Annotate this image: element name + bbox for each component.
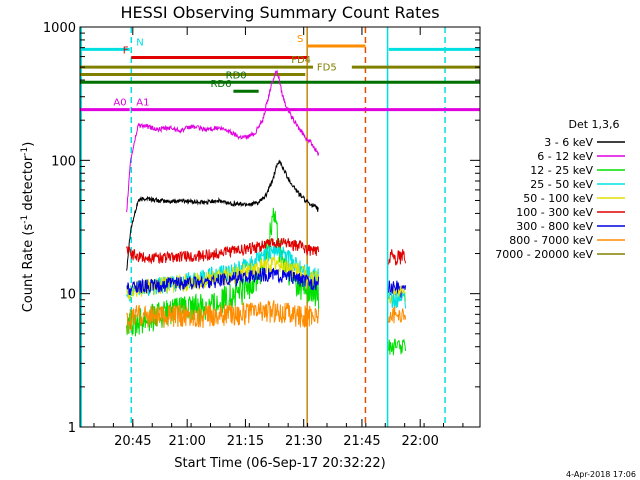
y-axis-label: Count Rate (s-1 detector-1) bbox=[20, 142, 36, 313]
mode-label-f: F bbox=[123, 46, 129, 57]
x-tick-label-0: 20:45 bbox=[114, 434, 151, 449]
x-tick-label-2: 21:15 bbox=[227, 434, 264, 449]
post-gap-line-3 bbox=[388, 291, 407, 309]
mode-label-rd0: RD0 bbox=[226, 70, 247, 81]
post-gap-line-1 bbox=[388, 280, 407, 299]
legend-label-6: 300 - 800 keV bbox=[516, 220, 593, 233]
x-axis-label: Start Time (06-Sep-17 20:32:22) bbox=[174, 456, 385, 471]
series-lines bbox=[126, 69, 407, 356]
legend-title: Det 1,3,6 bbox=[568, 118, 619, 131]
mode-label-rd6: RD6 bbox=[210, 79, 231, 90]
legend-label-8: 7000 - 20000 keV bbox=[495, 248, 593, 261]
y-tick-label-3: 1000 bbox=[43, 21, 76, 36]
y-tick-label-1: 10 bbox=[59, 288, 76, 303]
x-tick-label-1: 21:00 bbox=[168, 434, 205, 449]
legend-label-5: 100 - 300 keV bbox=[516, 206, 593, 219]
generated-timestamp: 4-Apr-2018 17:06 bbox=[566, 470, 636, 479]
mode-label-fd4: FD4 bbox=[291, 55, 311, 66]
x-axis: 20:45 21:00 21:15 21:30 21:45 22:00 bbox=[93, 27, 464, 449]
series-line-0 bbox=[126, 159, 320, 271]
x-tick-label-3: 21:30 bbox=[285, 434, 322, 449]
y-tick-label-0: 1 bbox=[68, 421, 76, 436]
post-gap-line-5 bbox=[388, 338, 407, 356]
y-tick-label-2: 100 bbox=[51, 154, 76, 169]
post-gap-line-4 bbox=[388, 306, 407, 324]
series-line-6 bbox=[126, 267, 320, 296]
mode-label-a1: A1 bbox=[136, 98, 149, 109]
mode-label-n: N bbox=[136, 37, 143, 48]
plot-frame bbox=[79, 26, 481, 428]
x-tick-label-5: 22:00 bbox=[401, 434, 438, 449]
mode-label-a0: A0 bbox=[113, 98, 126, 109]
legend-label-2: 12 - 25 keV bbox=[530, 164, 593, 177]
series-line-5 bbox=[126, 237, 320, 265]
legend-label-1: 6 - 12 keV bbox=[537, 150, 593, 163]
legend-label-3: 25 - 50 keV bbox=[530, 178, 593, 191]
y-axis: 1 10 100 1000 bbox=[43, 21, 480, 436]
legend-label-7: 800 - 7000 keV bbox=[509, 234, 593, 247]
mode-label-fd5: FD5 bbox=[317, 63, 337, 74]
post-gap-line-0 bbox=[388, 249, 407, 266]
mode-label-s: S bbox=[297, 34, 303, 45]
x-tick-label-4: 21:45 bbox=[343, 434, 380, 449]
vertical-markers bbox=[80, 27, 446, 427]
chart-title: HESSI Observing Summary Count Rates bbox=[120, 3, 439, 22]
legend-label-0: 3 - 6 keV bbox=[544, 136, 593, 149]
series-line-7 bbox=[126, 300, 320, 334]
series-line-1 bbox=[126, 69, 320, 213]
legend-label-4: 50 - 100 keV bbox=[523, 192, 593, 205]
